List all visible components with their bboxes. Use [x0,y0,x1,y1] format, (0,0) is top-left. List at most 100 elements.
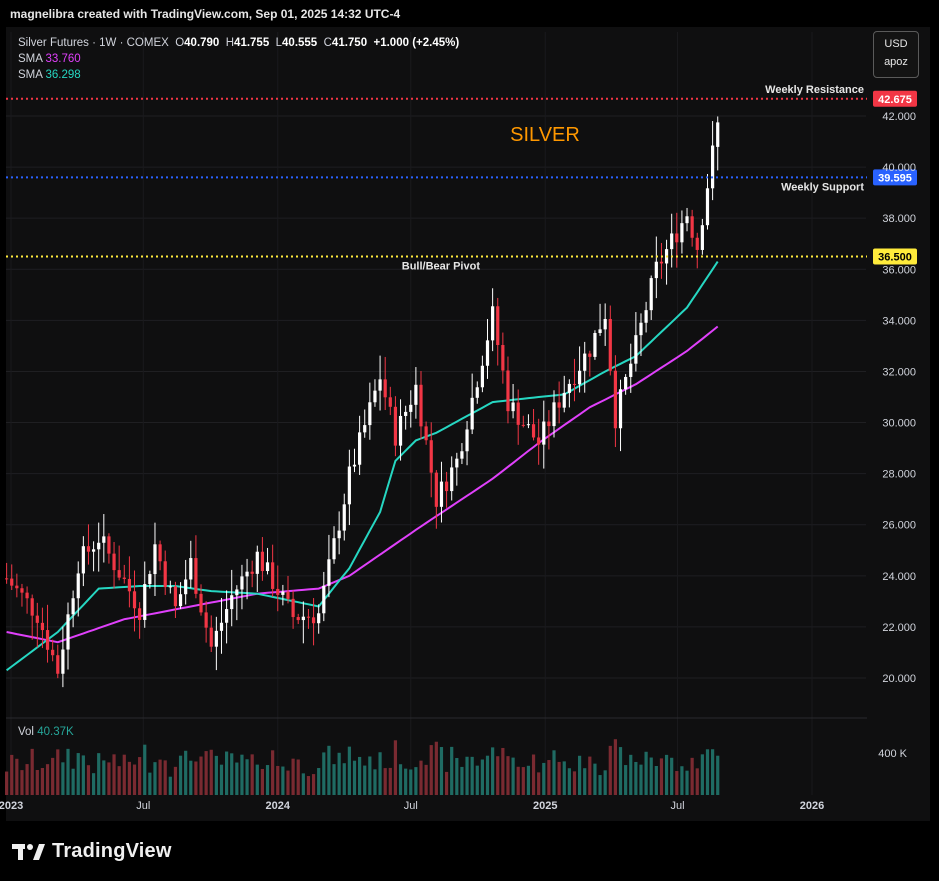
volume-bar [296,759,300,795]
volume-bar [680,766,684,795]
volume-bar [127,761,131,795]
candle-body [516,402,520,425]
time-tick-label: 2023 [0,800,23,812]
candle-body [429,440,433,473]
candle-body [342,504,346,531]
time-tick-label: Jul [670,800,684,812]
candle-body [501,345,505,371]
candle-body [66,614,70,650]
chart-title: SILVER [510,124,580,146]
volume-bar [557,761,561,795]
volume-bar [255,764,259,795]
candle-body [45,630,50,650]
candle-body [480,365,484,388]
candle-body [711,145,715,189]
volume-bar [107,762,111,795]
volume-value: 40.37K [37,726,74,738]
candle-body [204,612,208,628]
level-price-tag-text: 42.675 [878,94,912,106]
candle-body [219,622,224,631]
volume-bar [419,760,423,795]
candle-body [230,595,234,610]
symbol-name[interactable]: Silver Futures · 1W · COMEX [18,37,169,49]
volume-bar [10,754,14,795]
candle-body [332,538,336,560]
candle-body [163,561,167,588]
volume-bar [138,757,142,795]
time-axis: 2023 Jul 2024 Jul 2025 Jul 2026 [0,800,824,812]
candle-body [388,397,392,407]
volume-bar [184,750,188,795]
volume-bar [455,758,459,795]
candle-body [10,578,14,586]
volume-bar [97,753,101,795]
candle-body [485,340,490,366]
time-tick-label: 2026 [800,800,824,812]
grid [6,32,867,795]
low-label: L [275,37,283,49]
volume-bar [439,747,444,795]
candle-body [649,278,653,311]
candle-body [271,562,275,589]
volume-bar [634,761,638,795]
candle-body [255,551,259,574]
candle-body [629,363,633,377]
candle-body [368,402,372,426]
price-tick-label: 42.000 [882,111,916,123]
volume-bar [178,755,183,795]
chart-attribution: magnelibra created with TradingView.com,… [10,7,401,21]
footer-brand[interactable]: TradingView [12,840,172,863]
volume-bar [168,776,172,795]
candle-body [235,589,239,596]
volume-bar [163,760,167,795]
candle-body [680,223,684,243]
volume-bar [143,744,147,795]
volume-bar [281,766,285,795]
volume-bar [624,765,628,795]
sma-slow-line [6,325,719,644]
volume-bar [480,759,484,795]
candle-body [173,586,178,607]
level-lines: Weekly Resistance 42.675 Weekly Support 39.… [6,84,917,273]
candle-body [598,329,602,333]
chart-frame[interactable] [6,27,930,821]
volume-bar [327,745,331,795]
candle-body [132,591,137,609]
candle-body [260,551,265,572]
candle-body [531,424,536,438]
volume-bar [521,767,525,795]
candle-body [143,584,147,620]
candle-body [542,421,546,445]
sma-slow-legend[interactable]: SMA 33.760 [18,51,459,67]
sma-fast-legend[interactable]: SMA 36.298 [18,67,459,83]
volume-bar [61,762,65,795]
sma-fast-value: 36.298 [45,69,81,81]
candle-body [562,392,566,408]
volume-bar [690,757,694,795]
level-price-tag-text: 36.500 [878,252,912,264]
volume-bar [189,760,193,795]
candle-body [695,237,699,250]
candle-body [577,370,582,385]
volume-bar [393,740,398,795]
candle-body [639,322,643,336]
sma-slow-path [6,325,719,644]
candle-body [322,585,326,614]
candle-body [537,437,541,445]
volume-bar [5,771,9,795]
candle-body [5,578,9,580]
candle-body [61,649,65,674]
volume-bar [588,756,592,795]
volume-legend[interactable]: Vol 40.37K [18,726,74,738]
volume-bar [639,764,643,795]
volume-bar [537,772,541,795]
candle-body [148,574,152,585]
candle-body [654,261,658,279]
currency-button[interactable]: USD apoz [873,31,919,78]
volume-bar [117,766,121,795]
candle-body [700,225,704,250]
volume-bar [342,763,346,795]
volume-bar [444,771,449,795]
volume-bar [71,768,75,795]
